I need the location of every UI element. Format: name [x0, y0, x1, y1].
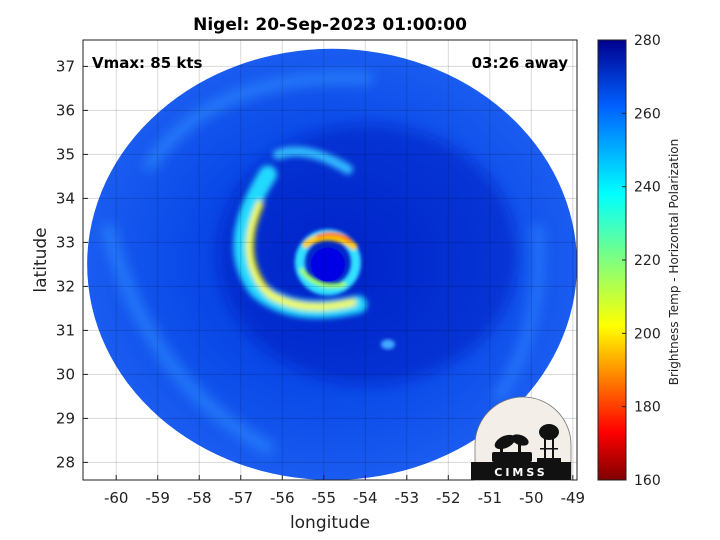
eyewall-south: [299, 267, 347, 289]
colorbar-ticks: 160 180 200 220 240 260 280: [622, 33, 661, 489]
x-tick-label: -57: [228, 489, 253, 507]
colorbar-tick-label: 240: [634, 180, 661, 196]
y-tick-label: 30: [56, 365, 75, 383]
x-tick-label: -59: [145, 489, 170, 507]
eyewall-north-warm: [302, 233, 358, 250]
x-tick-label: -53: [395, 489, 420, 507]
colorbar-tick-label: 160: [634, 473, 661, 489]
brightness-temp-swath: [87, 48, 577, 480]
inner-dark-region: [217, 124, 518, 385]
y-tick-label: 34: [56, 189, 75, 207]
outer-band-west: [100, 222, 276, 457]
x-tick-label: -52: [436, 489, 461, 507]
x-tick-label: -50: [519, 489, 544, 507]
y-tick-label: 37: [56, 57, 75, 75]
vmax-annotation: Vmax: 85 kts: [92, 54, 202, 72]
logo-text: CIMSS: [494, 466, 547, 479]
x-tick-label: -54: [353, 489, 378, 507]
x-tick-labels: -60 -59 -58 -57 -56 -55 -54 -53 -52 -51 -50 -49: [104, 475, 585, 507]
colorbar-tick-label: 280: [634, 33, 661, 49]
x-tick-label: -51: [478, 489, 503, 507]
y-tick-label: 29: [56, 409, 75, 427]
x-tick-label: -55: [312, 489, 337, 507]
outer-band-north: [142, 71, 373, 173]
y-axis-label: latitude: [31, 227, 51, 292]
spiral-rainband: [233, 146, 367, 319]
rainband-core: [246, 200, 357, 311]
cimss-logo: CIMSS: [471, 396, 572, 481]
colorbar-tick-label: 220: [634, 253, 661, 269]
y-tick-label: 33: [56, 233, 75, 251]
x-tick-label: -58: [187, 489, 212, 507]
colorbar-tick-label: 180: [634, 400, 661, 416]
x-tick-label: -49: [561, 489, 586, 507]
y-tick-labels: 28 29 30 31 32 33 34 35 36 37: [56, 57, 88, 471]
grid-lines: [83, 40, 577, 480]
y-tick-label: 31: [56, 321, 75, 339]
colorbar: [597, 39, 627, 481]
x-axis-label: longitude: [290, 513, 370, 533]
axes-frame: [82, 39, 578, 481]
eyewall: [294, 229, 361, 296]
y-tick-label: 32: [56, 277, 75, 295]
y-tick-label: 36: [56, 101, 75, 119]
colorbar-tick-label: 260: [634, 106, 661, 122]
chart-title: Nigel: 20-Sep-2023 01:00:00: [193, 15, 467, 35]
colorbar-tick-label: 200: [634, 326, 661, 342]
x-tick-label: -60: [104, 489, 129, 507]
outer-bands: [100, 71, 545, 457]
x-tick-label: -56: [270, 489, 295, 507]
y-tick-label: 35: [56, 145, 75, 163]
y-tick-label: 28: [56, 453, 75, 471]
convective-cell: [380, 339, 395, 350]
rainband-north-arc: [272, 146, 353, 175]
storm-eye: [310, 247, 345, 282]
colorbar-label: Brightness Temp - Horizontal Polarizatio…: [667, 139, 681, 386]
eyewall-north-core: [315, 232, 352, 243]
outer-band-east: [491, 223, 545, 404]
time-away-annotation: 03:26 away: [472, 54, 569, 72]
